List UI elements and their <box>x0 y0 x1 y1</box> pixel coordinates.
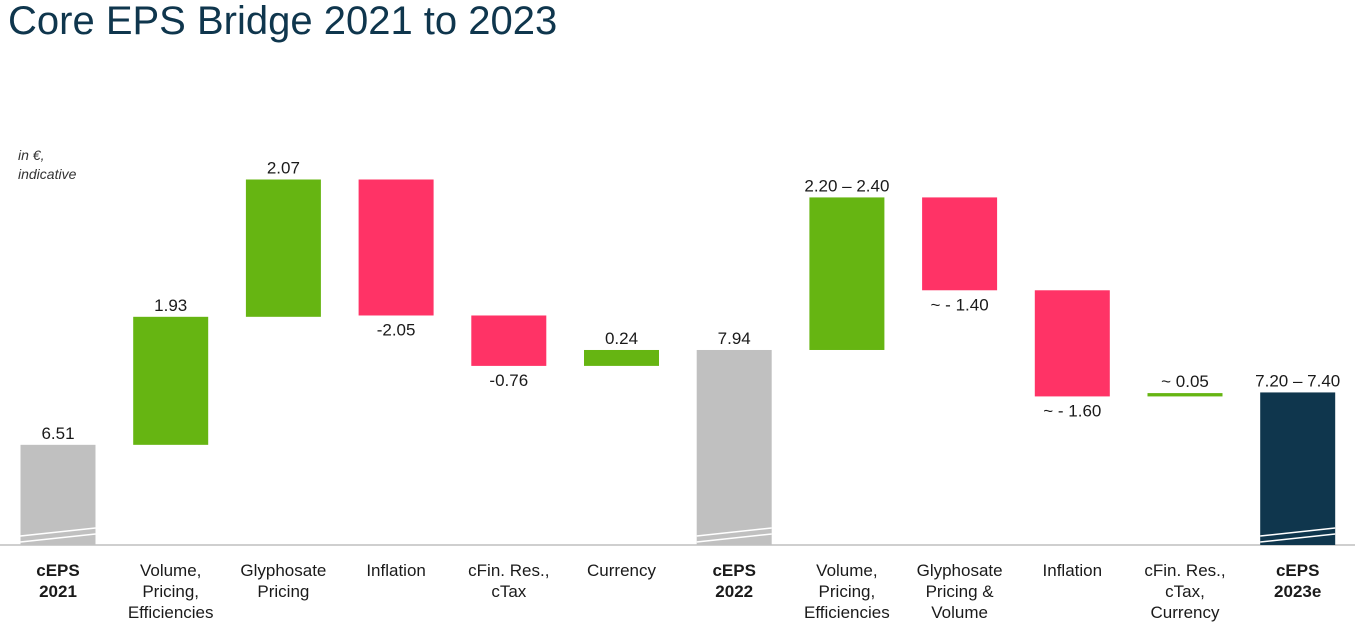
data-label: 2.07 <box>267 159 300 178</box>
data-label: 1.93 <box>154 296 187 315</box>
data-label: ~ 0.05 <box>1161 372 1209 391</box>
bar <box>1260 392 1336 545</box>
bar <box>1147 393 1223 397</box>
data-label: -0.76 <box>489 371 528 390</box>
x-tick-label: cFin. Res., cTax <box>468 561 549 601</box>
x-tick-label: Inflation <box>366 561 426 580</box>
axis-break <box>696 527 772 537</box>
x-tick-label: cFin. Res., cTax, Currency <box>1144 561 1225 622</box>
data-label: 2.20 – 2.40 <box>804 176 889 195</box>
x-tick-label: Volume, Pricing, Efficiencies <box>804 561 890 622</box>
x-tick-label: Currency <box>587 561 656 580</box>
data-label: ~ - 1.40 <box>931 295 989 314</box>
x-tick-label: cEPS 2022 <box>712 561 755 601</box>
chart-title: Core EPS Bridge 2021 to 2023 <box>8 0 557 43</box>
data-label: 7.94 <box>718 329 751 348</box>
data-label: 6.51 <box>41 424 74 443</box>
bar <box>922 197 998 291</box>
bar <box>471 315 547 366</box>
bar <box>133 316 209 445</box>
bar <box>809 197 885 350</box>
data-label: ~ - 1.60 <box>1043 401 1101 420</box>
data-label: 7.20 – 7.40 <box>1255 371 1340 390</box>
axis-break <box>1260 527 1336 537</box>
axis-break <box>20 533 96 543</box>
x-tick-label: Volume, Pricing, Efficiencies <box>128 561 214 622</box>
x-tick-label: Glyphosate Pricing <box>240 561 326 601</box>
note: in €, indicative <box>18 147 77 182</box>
data-label: -2.05 <box>377 320 416 339</box>
axis-break <box>696 533 772 543</box>
x-tick-label: cEPS 2021 <box>36 561 79 601</box>
data-label: 0.24 <box>605 329 638 348</box>
bar <box>584 349 659 366</box>
bar <box>1034 290 1110 397</box>
x-tick-label: Inflation <box>1043 561 1103 580</box>
x-tick-label: Glyphosate Pricing & Volume <box>917 561 1003 622</box>
bar <box>696 349 772 545</box>
bar <box>20 444 96 545</box>
axis-break <box>20 527 96 537</box>
bar <box>245 179 321 317</box>
x-tick-label: cEPS 2023e <box>1274 561 1321 601</box>
axis-break <box>1260 533 1336 543</box>
bar <box>358 179 434 316</box>
